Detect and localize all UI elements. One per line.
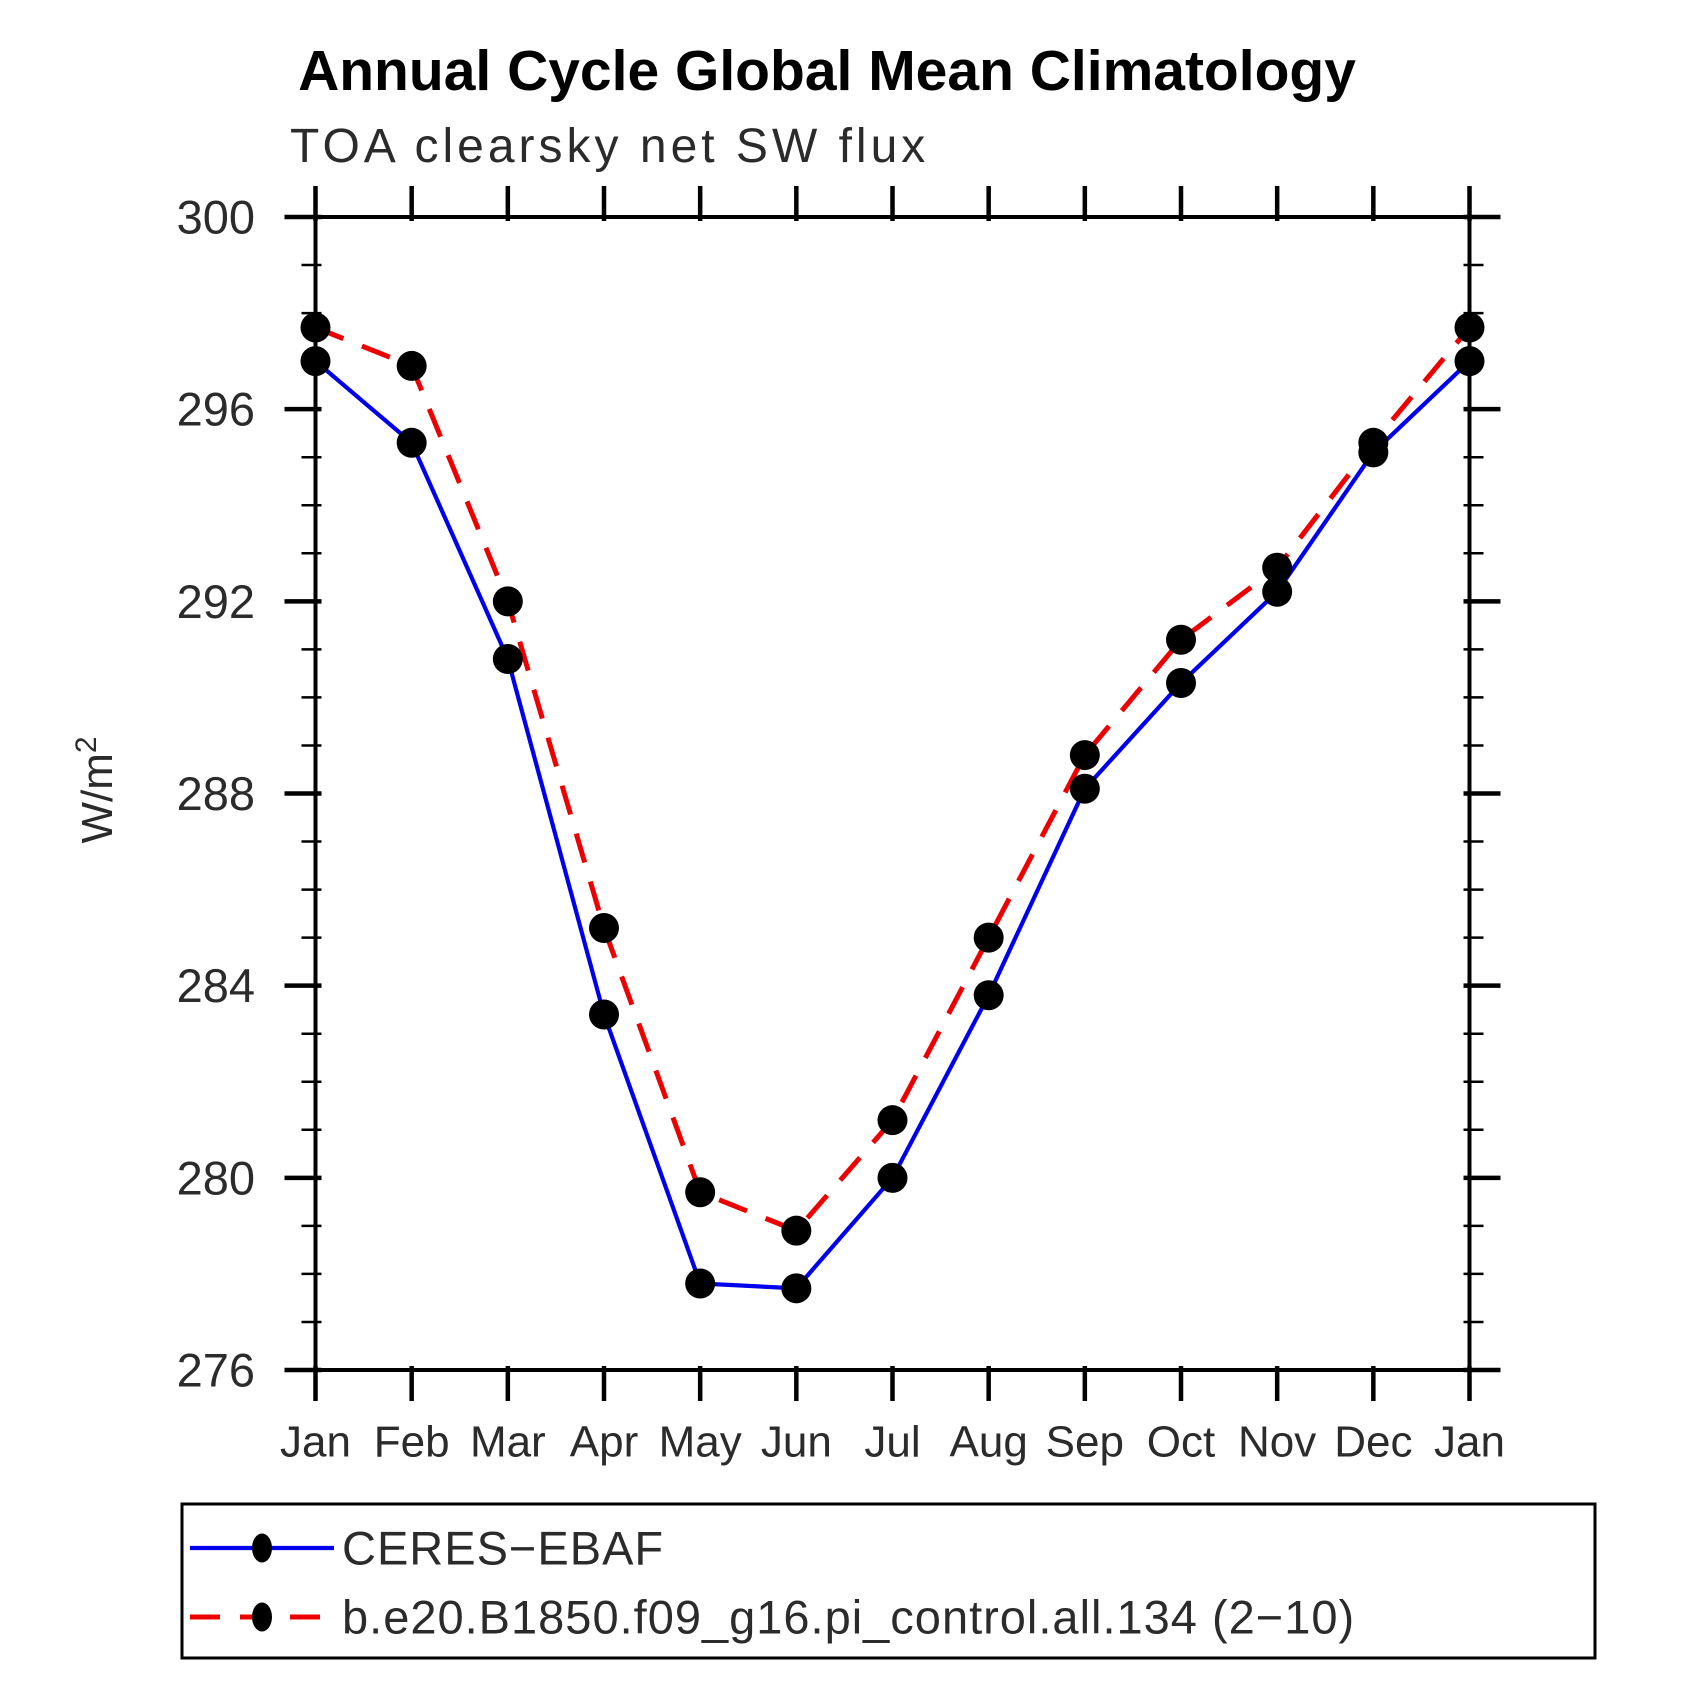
- data-point-marker: [589, 913, 619, 944]
- x-tick-label: Jan: [1434, 1418, 1505, 1467]
- chart-subtitle: TOA clearsky net SW flux: [290, 120, 929, 173]
- legend-label-1: b.e20.B1850.f09_g16.pi_control.all.134 (…: [342, 1591, 1355, 1644]
- data-point-marker: [685, 1268, 716, 1299]
- y-axis-label-base: W/m: [73, 753, 122, 843]
- y-tick-label: 300: [177, 191, 255, 244]
- chart-title: Annual Cycle Global Mean Climatology: [298, 39, 1356, 103]
- data-point-marker: [492, 643, 523, 674]
- data-point-marker: [685, 1177, 716, 1208]
- y-tick-label: 276: [177, 1344, 255, 1397]
- data-point-marker: [973, 922, 1004, 953]
- data-point-marker: [781, 1273, 812, 1304]
- y-tick-label: 288: [177, 767, 255, 820]
- y-tick-label: 284: [177, 959, 255, 1012]
- series-line-0: [314, 359, 1471, 1291]
- data-point-marker: [1069, 773, 1100, 804]
- data-point-marker: [877, 1162, 908, 1193]
- y-tick-label: 280: [177, 1151, 255, 1204]
- data-point-marker: [973, 980, 1004, 1011]
- legend-box: [180, 1502, 1597, 1660]
- data-point-marker: [300, 312, 331, 343]
- data-point-marker: [781, 1215, 812, 1246]
- series-line-1: [314, 325, 1472, 1234]
- x-tick-label: Jul: [864, 1418, 920, 1467]
- x-tick-label: Jan: [280, 1418, 351, 1467]
- legend-marker-0: [252, 1533, 272, 1563]
- x-tick-label: Nov: [1238, 1418, 1316, 1467]
- x-tick-label: Aug: [950, 1418, 1028, 1467]
- plot-area: 276 280 284 288 292 296 300 Jan Feb Mar Apr May Jun J…: [177, 186, 1505, 1467]
- x-tick-label: Sep: [1046, 1418, 1124, 1467]
- data-point-marker: [1262, 576, 1293, 607]
- y-axis-label: W/m2: [70, 736, 122, 843]
- data-point-marker: [1166, 624, 1196, 655]
- x-tick-label: Oct: [1147, 1418, 1215, 1467]
- data-point-marker: [1262, 552, 1293, 583]
- x-tick-label: Apr: [570, 1418, 638, 1467]
- x-tick-label: Dec: [1334, 1418, 1412, 1467]
- legend: CERES−EBAF b.e20.B1850.f09_g16.pi_control…: [180, 1502, 1597, 1660]
- x-tick-label: Mar: [470, 1418, 546, 1467]
- x-tick-label: Feb: [374, 1418, 450, 1467]
- data-point-marker: [396, 350, 427, 381]
- data-point-marker: [1069, 740, 1100, 771]
- data-point-marker: [300, 346, 331, 377]
- legend-marker-1: [252, 1602, 272, 1632]
- data-point-marker: [396, 427, 427, 458]
- y-tick-label: 296: [177, 383, 255, 436]
- y-tick-label: 292: [177, 575, 255, 628]
- y-axis-label-exponent: 2: [70, 736, 103, 753]
- data-point-marker: [877, 1105, 908, 1136]
- data-point-marker: [1454, 312, 1485, 343]
- data-point-marker: [1166, 668, 1196, 699]
- data-point-marker: [1454, 346, 1485, 377]
- x-tick-label: May: [659, 1418, 742, 1467]
- plot-frame: [313, 215, 1472, 1372]
- data-point-marker: [492, 586, 523, 617]
- legend-label-0: CERES−EBAF: [342, 1522, 664, 1575]
- data-point-marker: [1358, 427, 1389, 458]
- x-tick-label: Jun: [761, 1418, 832, 1467]
- data-point-marker: [589, 999, 619, 1030]
